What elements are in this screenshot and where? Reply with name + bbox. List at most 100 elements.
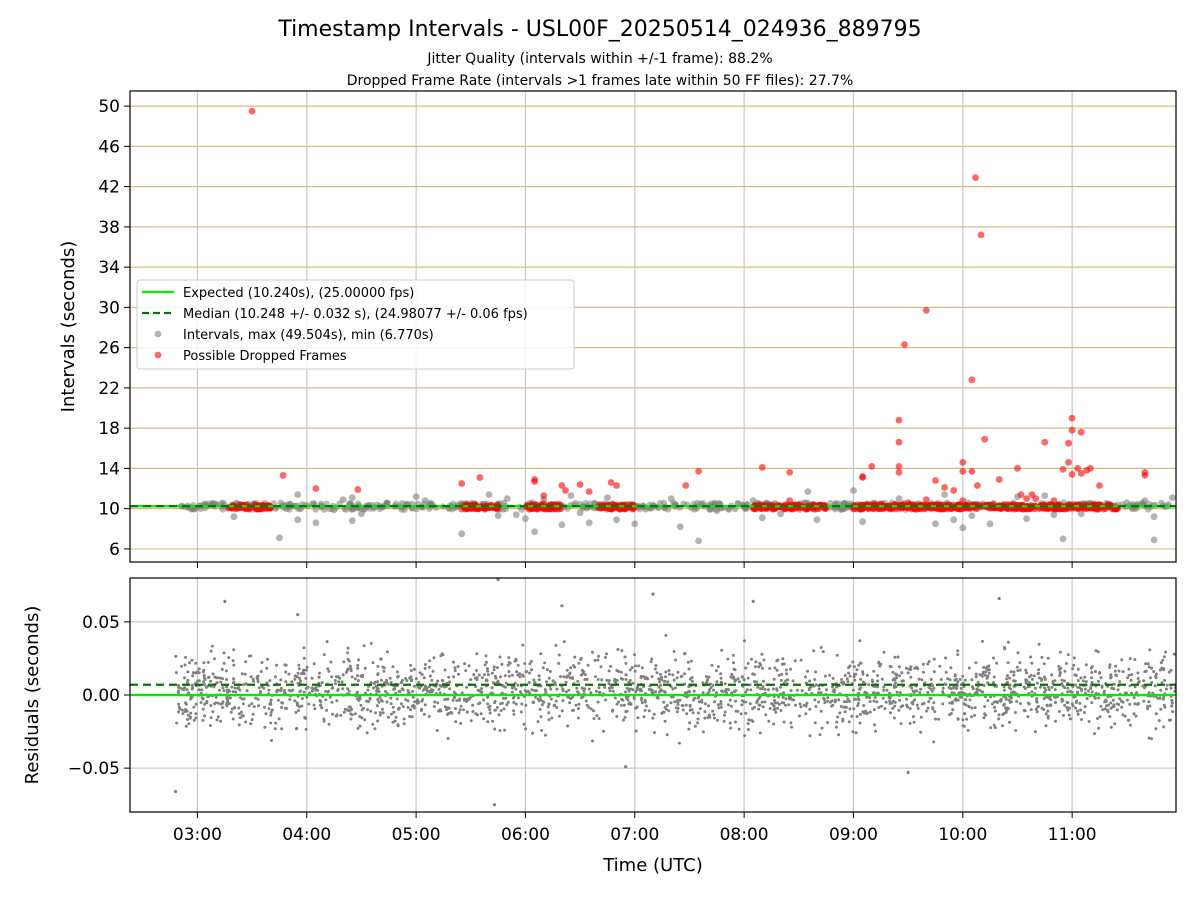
- residual-point: [514, 658, 518, 662]
- residual-point: [975, 687, 979, 691]
- residual-point: [1008, 676, 1012, 680]
- top-ytick-label: 46: [98, 137, 120, 157]
- residual-point: [852, 665, 856, 669]
- residual-point: [476, 688, 480, 692]
- residual-point: [356, 663, 360, 667]
- residual-point: [861, 680, 865, 684]
- residual-point: [436, 679, 440, 683]
- residual-point: [183, 710, 187, 713]
- residual-point: [477, 673, 481, 677]
- residual-point: [1111, 698, 1115, 702]
- interval-point: [230, 513, 238, 521]
- residual-point: [1045, 703, 1049, 707]
- residual-point: [361, 673, 365, 677]
- residual-point: [1170, 699, 1174, 702]
- residual-point: [591, 739, 594, 743]
- residual-point: [368, 696, 372, 700]
- residual-point: [859, 712, 862, 716]
- dropped-frame-point: [607, 479, 615, 486]
- residual-point: [585, 677, 589, 681]
- residual-point: [404, 676, 408, 680]
- residual-point: [1058, 671, 1062, 675]
- residual-point: [493, 674, 497, 678]
- residual-point: [335, 713, 339, 717]
- residual-point: [577, 661, 581, 665]
- bottom-xtick-label: 11:00: [1048, 825, 1097, 845]
- residual-point: [785, 672, 789, 676]
- residual-point: [1072, 695, 1076, 699]
- residual-point: [932, 686, 936, 690]
- residual-point: [1035, 681, 1039, 685]
- residual-point: [893, 704, 897, 708]
- residual-point: [177, 705, 181, 709]
- residual-point: [1053, 688, 1057, 692]
- residual-point: [847, 666, 851, 670]
- interval-point: [604, 494, 611, 501]
- residual-point: [187, 722, 191, 726]
- residual-point: [634, 690, 638, 694]
- interval-point: [1141, 497, 1149, 504]
- residual-point: [181, 708, 184, 712]
- residual-point: [804, 712, 808, 716]
- residual-point: [750, 718, 753, 722]
- dropped-frame-point: [1068, 426, 1076, 434]
- residual-point: [885, 688, 889, 692]
- residual-point: [723, 710, 727, 714]
- residual-point: [676, 706, 680, 710]
- residual-point: [1058, 650, 1062, 654]
- residual-point: [1134, 714, 1138, 718]
- dropped-frame-point: [585, 488, 593, 495]
- residual-point: [892, 716, 896, 720]
- residual-point: [257, 704, 260, 708]
- residual-point: [297, 663, 301, 667]
- residual-point: [276, 698, 280, 702]
- residual-point: [420, 673, 424, 677]
- residual-point: [592, 717, 596, 720]
- residual-point: [462, 708, 466, 712]
- residual-point: [389, 702, 393, 706]
- residual-point: [686, 660, 690, 664]
- residual-point: [452, 690, 456, 694]
- residual-point: [642, 675, 646, 679]
- interval-point: [348, 506, 355, 513]
- residual-point: [493, 708, 497, 712]
- residual-point: [715, 680, 719, 684]
- residual-point: [327, 689, 331, 693]
- residual-point: [464, 669, 468, 673]
- residual-point: [213, 702, 217, 706]
- residual-point: [490, 686, 494, 690]
- residual-point: [425, 686, 429, 690]
- residual-point: [1132, 696, 1136, 700]
- residual-point: [418, 671, 422, 675]
- residual-point: [610, 686, 614, 690]
- residual-point: [830, 704, 834, 708]
- residual-point: [720, 648, 724, 652]
- residual-point: [781, 695, 785, 699]
- residual-point: [554, 683, 558, 687]
- residual-point: [411, 689, 414, 693]
- residual-point: [719, 700, 723, 703]
- residual-point: [455, 699, 459, 703]
- residual-point: [345, 670, 348, 674]
- residual-point: [719, 676, 723, 680]
- residual-point: [560, 709, 564, 713]
- residual-point: [219, 719, 223, 723]
- residual-point: [408, 715, 412, 718]
- residual-point: [1165, 687, 1168, 691]
- residual-point: [1030, 661, 1034, 665]
- residual-point: [1112, 703, 1116, 707]
- top-plot-frame: [129, 90, 1177, 563]
- residual-point: [587, 705, 591, 709]
- residual-point: [880, 677, 884, 681]
- residual-point: [623, 655, 627, 659]
- residual-point: [898, 698, 902, 702]
- dropped-frame-point: [558, 482, 566, 489]
- residual-point: [467, 698, 470, 702]
- residual-point: [636, 716, 640, 720]
- interval-point: [383, 499, 391, 507]
- residual-point: [483, 673, 486, 677]
- dropped-frame-point: [1068, 471, 1076, 478]
- residual-point: [669, 695, 673, 699]
- residual-point: [545, 680, 548, 684]
- residual-point: [658, 683, 662, 687]
